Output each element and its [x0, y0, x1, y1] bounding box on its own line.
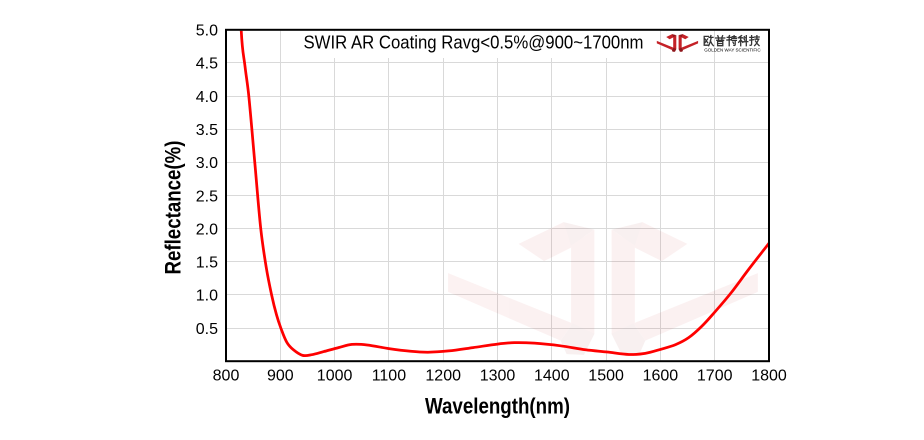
svg-text:1300: 1300 — [480, 368, 516, 385]
svg-text:1600: 1600 — [643, 368, 679, 385]
svg-text:1200: 1200 — [425, 368, 461, 385]
svg-text:1700: 1700 — [697, 368, 733, 385]
svg-text:SWIR AR Coating Ravg<0.5%@900~: SWIR AR Coating Ravg<0.5%@900~1700nm — [304, 32, 644, 53]
svg-text:0.5: 0.5 — [196, 321, 218, 338]
svg-text:900: 900 — [267, 368, 294, 385]
svg-text:5.0: 5.0 — [196, 23, 218, 40]
svg-text:3.0: 3.0 — [196, 155, 218, 172]
svg-text:1000: 1000 — [317, 368, 353, 385]
svg-text:GOLDEN WAY SCIENTIFIC: GOLDEN WAY SCIENTIFIC — [704, 48, 761, 53]
svg-text:1100: 1100 — [372, 368, 407, 385]
svg-text:3.5: 3.5 — [196, 122, 218, 139]
svg-text:1800: 1800 — [751, 368, 787, 385]
svg-text:1400: 1400 — [534, 368, 570, 385]
svg-text:4.0: 4.0 — [196, 89, 218, 106]
svg-text:Wavelength(nm): Wavelength(nm) — [425, 394, 570, 419]
svg-text:4.5: 4.5 — [196, 56, 218, 73]
svg-text:1.0: 1.0 — [196, 288, 218, 305]
svg-text:Reflectance(%): Reflectance(%) — [161, 141, 186, 275]
svg-text:1.5: 1.5 — [196, 255, 218, 272]
svg-text:800: 800 — [213, 368, 240, 385]
svg-text:2.0: 2.0 — [196, 221, 218, 238]
svg-text:1500: 1500 — [588, 368, 624, 385]
svg-text:2.5: 2.5 — [196, 188, 218, 205]
